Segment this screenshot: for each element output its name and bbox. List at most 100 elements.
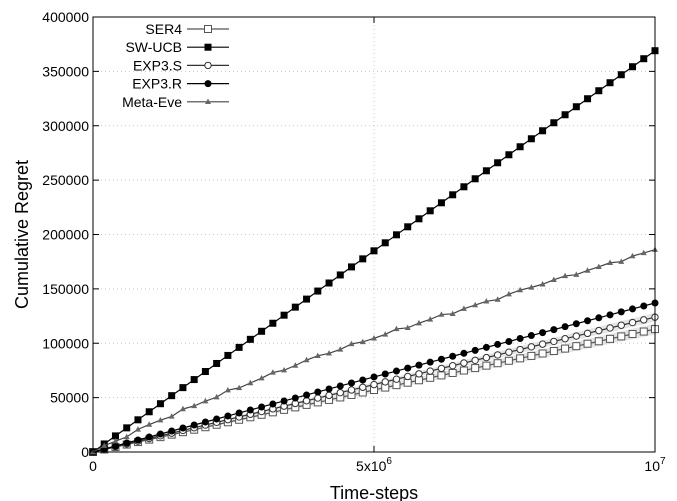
sw-ucb-point — [111, 432, 119, 440]
x-axis-title: Time-steps — [330, 483, 418, 501]
exp3-s-point — [482, 353, 491, 362]
meta-eve-point — [494, 296, 501, 302]
ser4-point — [606, 334, 615, 343]
exp3-s-point — [572, 332, 581, 340]
series-meta-eve — [90, 246, 658, 455]
exp3-r-point — [224, 412, 232, 420]
ser4-point — [538, 349, 547, 358]
exp3-s-point — [550, 337, 558, 346]
meta-eve-point — [584, 267, 591, 273]
exp3-s-point — [640, 316, 648, 324]
ser4-point — [448, 368, 457, 377]
meta-eve-point — [179, 405, 186, 412]
exp3-r-point — [303, 391, 311, 399]
ser4-point — [426, 373, 435, 382]
ser4-point — [403, 378, 412, 387]
series-lines — [89, 47, 659, 456]
exp3-s-point — [527, 343, 536, 351]
exp3-s-point — [437, 364, 446, 373]
meta-eve-point — [573, 271, 580, 277]
exp3-r-point — [629, 305, 637, 313]
exp3-s-point — [617, 321, 625, 329]
exp3-r-point — [156, 430, 164, 438]
meta-eve-point — [314, 352, 321, 359]
exp3-r-point — [595, 314, 603, 322]
sw-ucb-point — [460, 183, 468, 191]
exp3-r-point — [471, 346, 479, 354]
sw-ucb-point — [404, 223, 412, 231]
exp3-s-point — [426, 367, 434, 375]
exp3-r-point — [336, 382, 344, 390]
exp3-r-point — [246, 406, 254, 414]
sw-ucb-point — [370, 247, 378, 255]
exp3-s-point — [606, 324, 614, 332]
ser4-point — [504, 356, 513, 365]
exp3-s-point — [347, 386, 356, 394]
legend-label: EXP3.S — [133, 57, 182, 73]
meta-eve-point — [202, 397, 209, 404]
legend-label: SW-UCB — [125, 39, 182, 55]
sw-ucb-point — [359, 255, 367, 263]
meta-eve-point — [157, 416, 164, 423]
ser4-point — [583, 339, 592, 348]
sw-ucb-point — [527, 135, 535, 143]
sw-ucb-point — [134, 416, 142, 424]
sw-ucb-point — [381, 239, 389, 247]
y-tick-label: 0 — [81, 444, 89, 460]
exp3-r-point — [370, 373, 378, 381]
meta-eve-point — [483, 298, 490, 304]
legend-marker — [204, 43, 212, 51]
meta-eve-point — [101, 442, 108, 448]
ser4-point — [639, 327, 648, 336]
exp3-r-point — [561, 323, 569, 331]
sw-ucb-point — [516, 143, 524, 151]
meta-eve-point — [449, 310, 456, 316]
exp3-s-point — [336, 388, 344, 397]
sw-ucb-point — [179, 384, 187, 392]
ser4-point — [459, 366, 468, 375]
meta-eve-point — [382, 331, 389, 337]
sw-ucb-point — [145, 408, 153, 416]
meta-eve-point — [326, 350, 333, 356]
meta-eve-point — [269, 369, 276, 375]
sw-ucb-point — [640, 55, 648, 63]
meta-eve-point — [213, 393, 220, 400]
exp3-r-point — [572, 320, 580, 328]
meta-eve-point — [640, 249, 647, 256]
meta-eve-point — [550, 276, 557, 282]
exp3-r-point — [415, 361, 423, 369]
sw-ucb-point — [471, 175, 479, 183]
exp3-s-point — [505, 348, 513, 356]
exp3-r-point — [168, 427, 176, 435]
exp3-r-point — [449, 352, 457, 360]
meta-eve-point — [281, 367, 288, 373]
exp3-s-point — [359, 383, 367, 391]
exp3-s-point — [370, 380, 378, 389]
sw-ucb-point — [584, 95, 592, 103]
meta-eve-point — [224, 386, 231, 393]
ser4-point — [471, 364, 480, 373]
exp3-s-point — [314, 394, 322, 402]
series-sw-ucb — [89, 47, 659, 456]
sw-ucb-point — [190, 376, 198, 384]
sw-ucb-point — [606, 79, 614, 87]
exp3-s-point — [448, 361, 457, 370]
sw-ucb-point — [449, 191, 457, 199]
sw-ucb-point — [336, 271, 344, 279]
meta-eve-point — [303, 356, 310, 363]
sw-ucb-point — [258, 327, 266, 335]
meta-eve-point — [247, 379, 254, 386]
exp3-r-point — [404, 364, 412, 372]
series-exp3-r — [89, 299, 659, 456]
ser4-point — [594, 337, 603, 346]
sw-ucb-point — [269, 319, 277, 327]
legend: SER4 SW-UCB EXP3.S EXP3.R Meta-Eve — [122, 21, 229, 110]
meta-eve-point — [517, 286, 524, 293]
y-tick-label: 350000 — [42, 63, 89, 79]
meta-eve-point — [528, 284, 535, 290]
exp3-r-point — [392, 367, 400, 375]
y-tick-label: 200000 — [42, 227, 89, 243]
meta-eve-point — [348, 340, 355, 347]
sw-ucb-point — [246, 335, 254, 343]
